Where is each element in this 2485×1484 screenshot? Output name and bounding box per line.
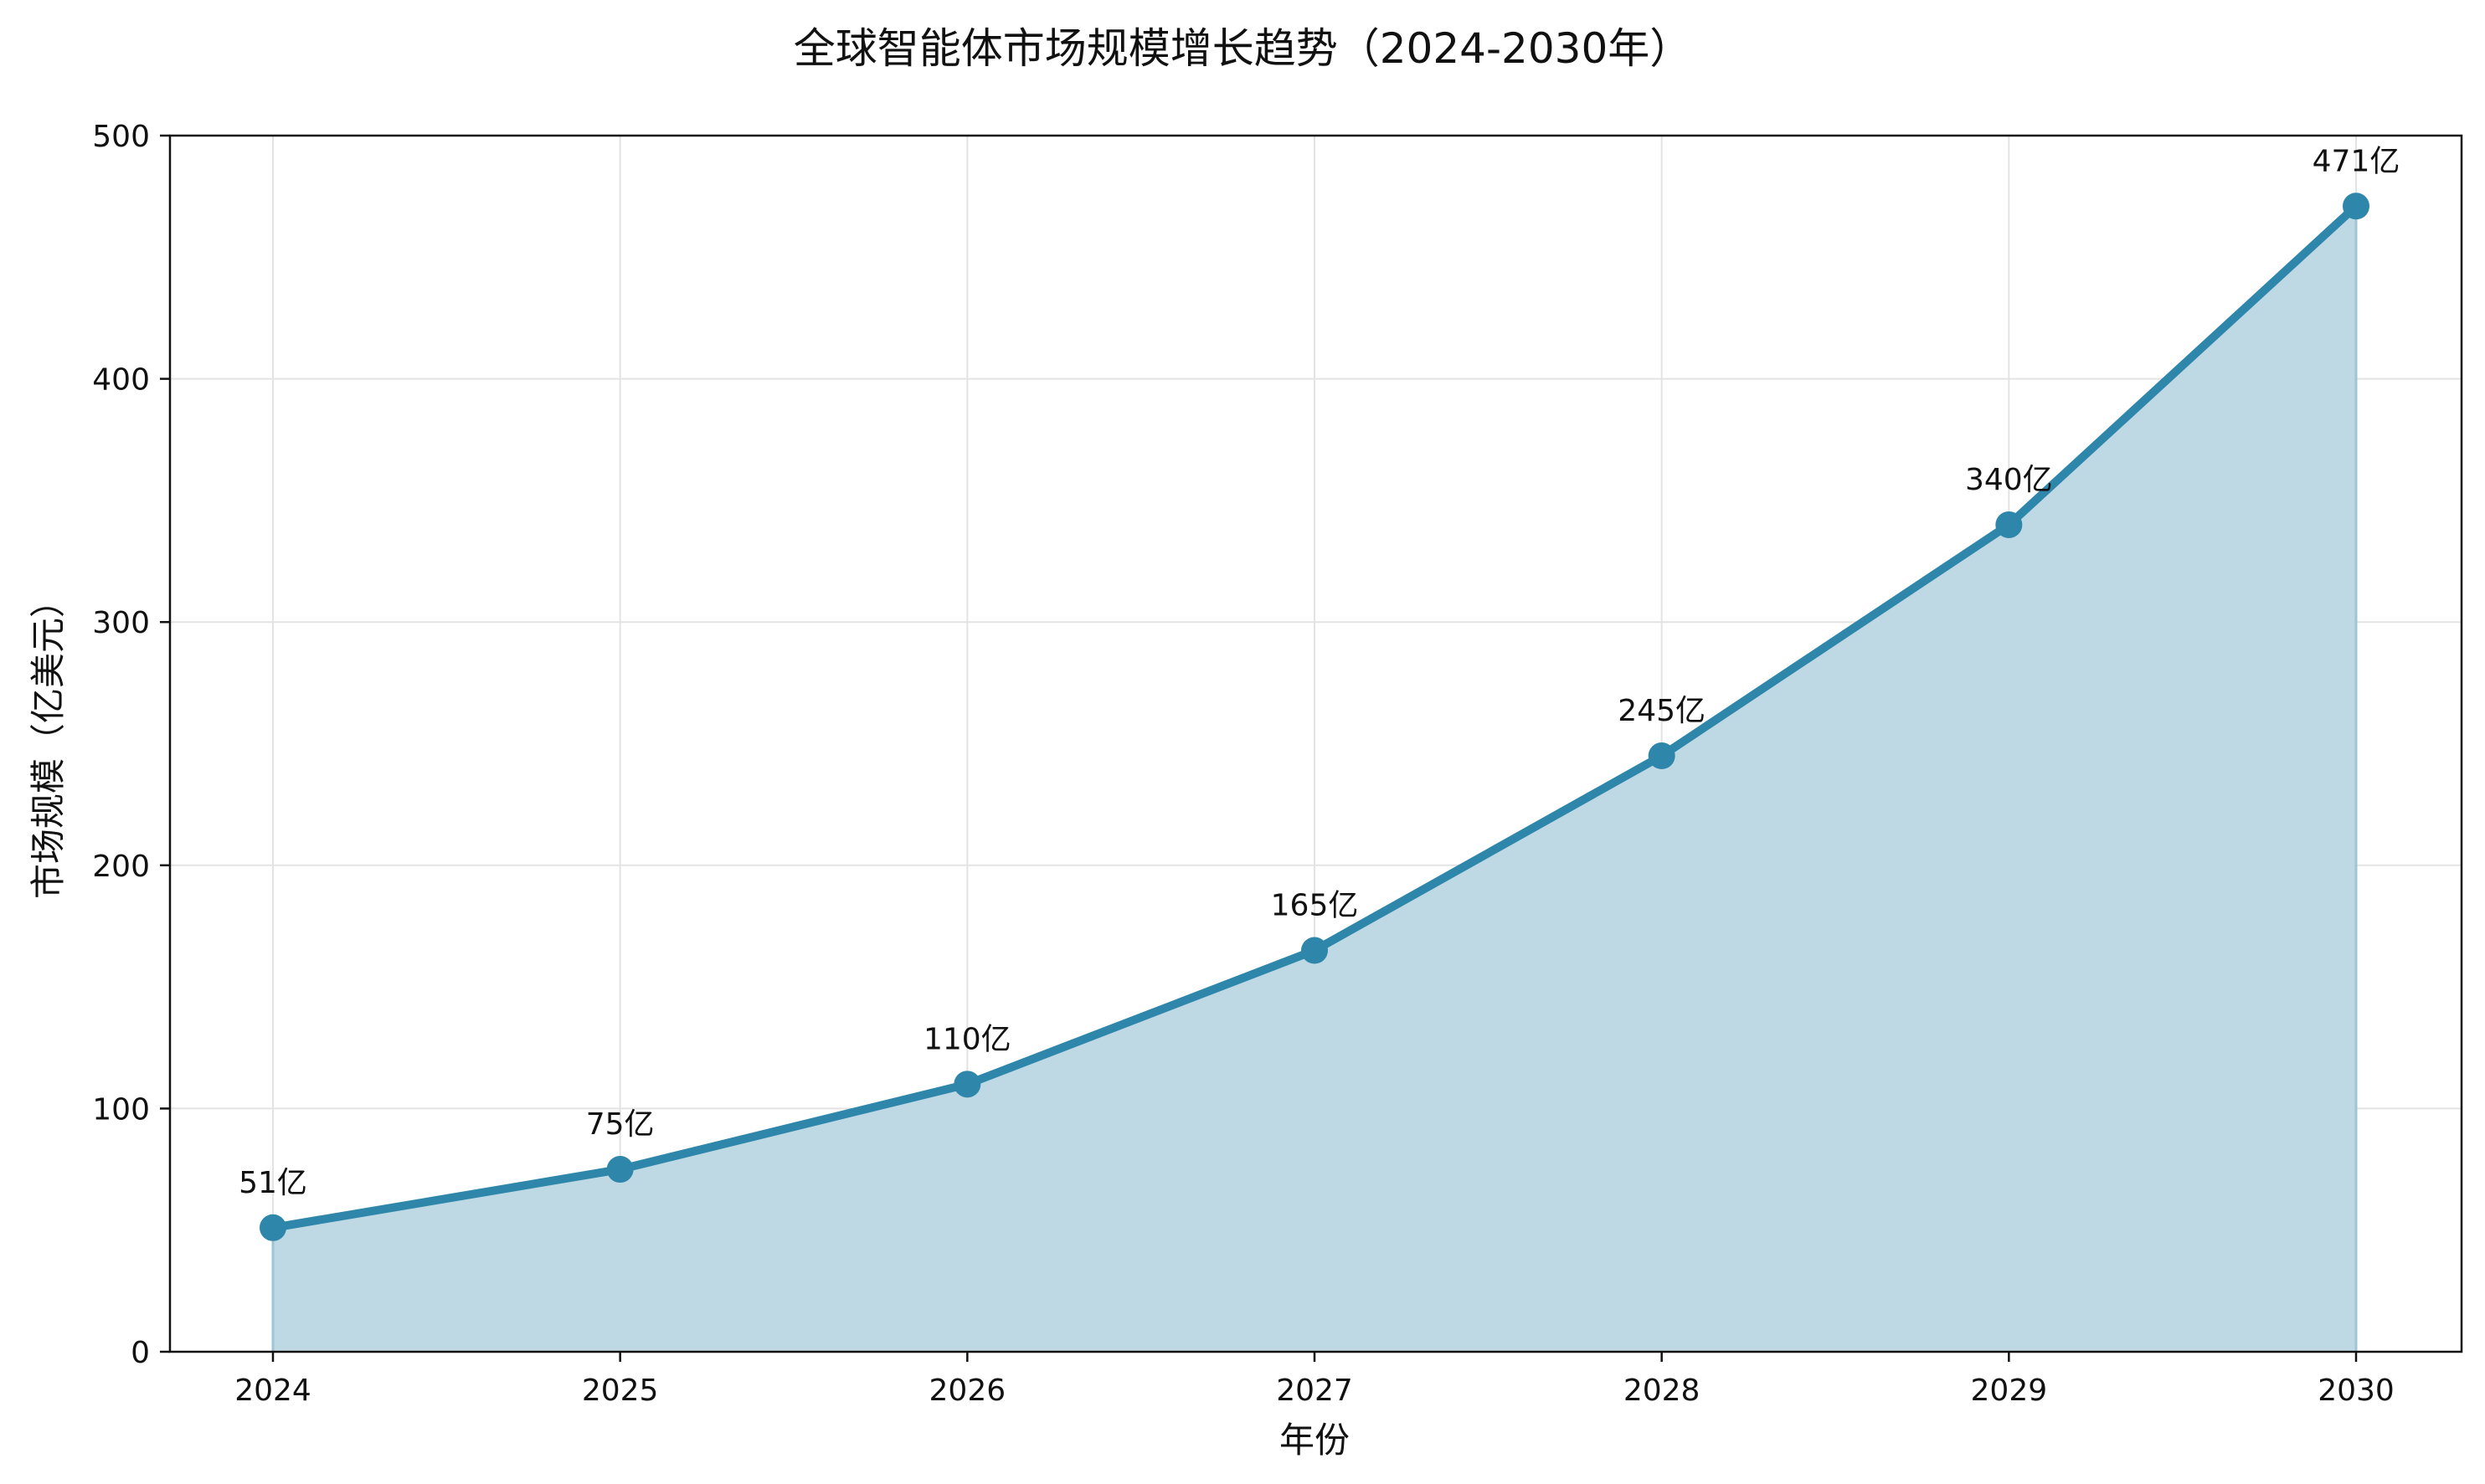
area-fill: [273, 206, 2356, 1352]
x-tick-label: 2025: [582, 1374, 659, 1408]
x-tick-label: 2028: [1623, 1374, 1700, 1408]
data-point: [2343, 193, 2369, 220]
y-tick-label: 300: [92, 606, 150, 640]
data-point: [1995, 511, 2023, 538]
data-label: 471亿: [2313, 144, 2400, 178]
data-point: [954, 1071, 981, 1098]
y-tick-label: 100: [92, 1092, 150, 1127]
x-tick-label: 2026: [929, 1374, 1006, 1408]
data-points: [260, 193, 2369, 1241]
chart-title: 全球智能体市场规模增长趋势（2024-2030年）: [794, 24, 1692, 73]
data-labels: 51亿 75亿 110亿 165亿 245亿 340亿 471亿: [239, 144, 2400, 1200]
y-tick-label: 0: [131, 1336, 150, 1370]
x-tick-label: 2027: [1276, 1374, 1353, 1408]
y-tick-label: 200: [92, 850, 150, 884]
data-label: 245亿: [1618, 694, 1706, 728]
axis-ticks: 0 100 200 300 400 500 2024 2025 2026 2027 2028 2029…: [92, 120, 2395, 1408]
data-label: 340亿: [1965, 463, 2053, 497]
x-axis-label: 年份: [1279, 1420, 1350, 1461]
x-tick-label: 2030: [2318, 1374, 2395, 1408]
y-tick-label: 400: [92, 363, 150, 398]
y-tick-label: 500: [92, 120, 150, 154]
plot-frame: [168, 134, 2463, 1353]
data-point: [1648, 742, 1675, 770]
data-label: 165亿: [1271, 889, 1359, 923]
data-label: 75亿: [586, 1107, 655, 1142]
data-label: 110亿: [924, 1022, 1011, 1056]
x-tick-label: 2024: [234, 1374, 311, 1408]
data-point: [606, 1156, 634, 1184]
y-axis-label: 市场规模（亿美元）: [28, 583, 69, 899]
x-tick-label: 2029: [1971, 1374, 2048, 1408]
data-point: [1301, 937, 1328, 964]
data-label: 51亿: [239, 1166, 307, 1200]
drop-lines: [271, 206, 2358, 1352]
data-point: [260, 1214, 286, 1241]
